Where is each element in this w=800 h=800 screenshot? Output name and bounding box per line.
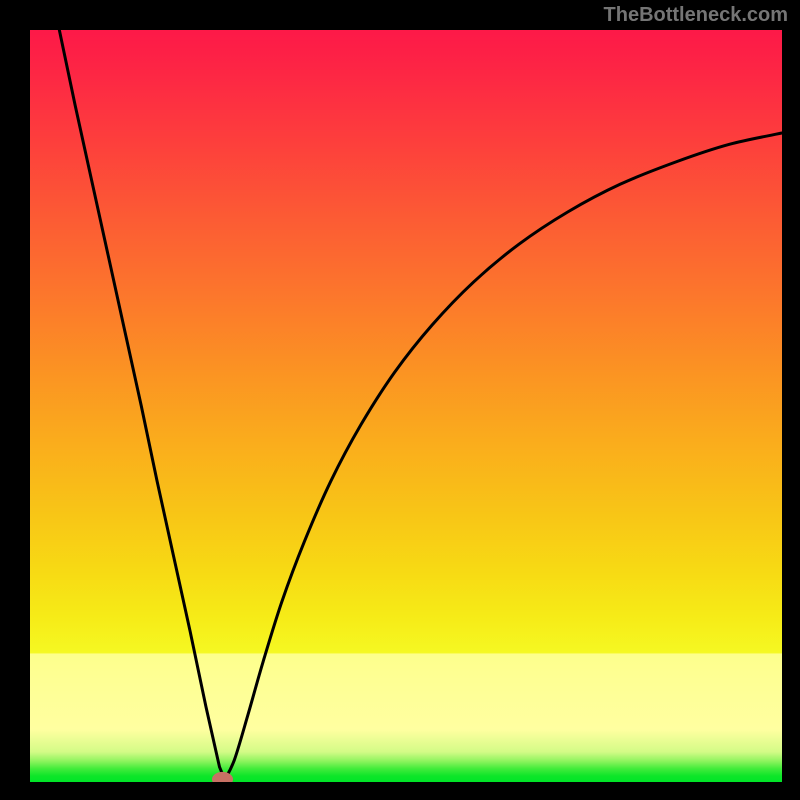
bottleneck-chart [30,30,782,782]
minimum-marker [213,772,233,782]
chart-container: TheBottleneck.com [0,0,800,800]
watermark-label: TheBottleneck.com [604,4,788,27]
